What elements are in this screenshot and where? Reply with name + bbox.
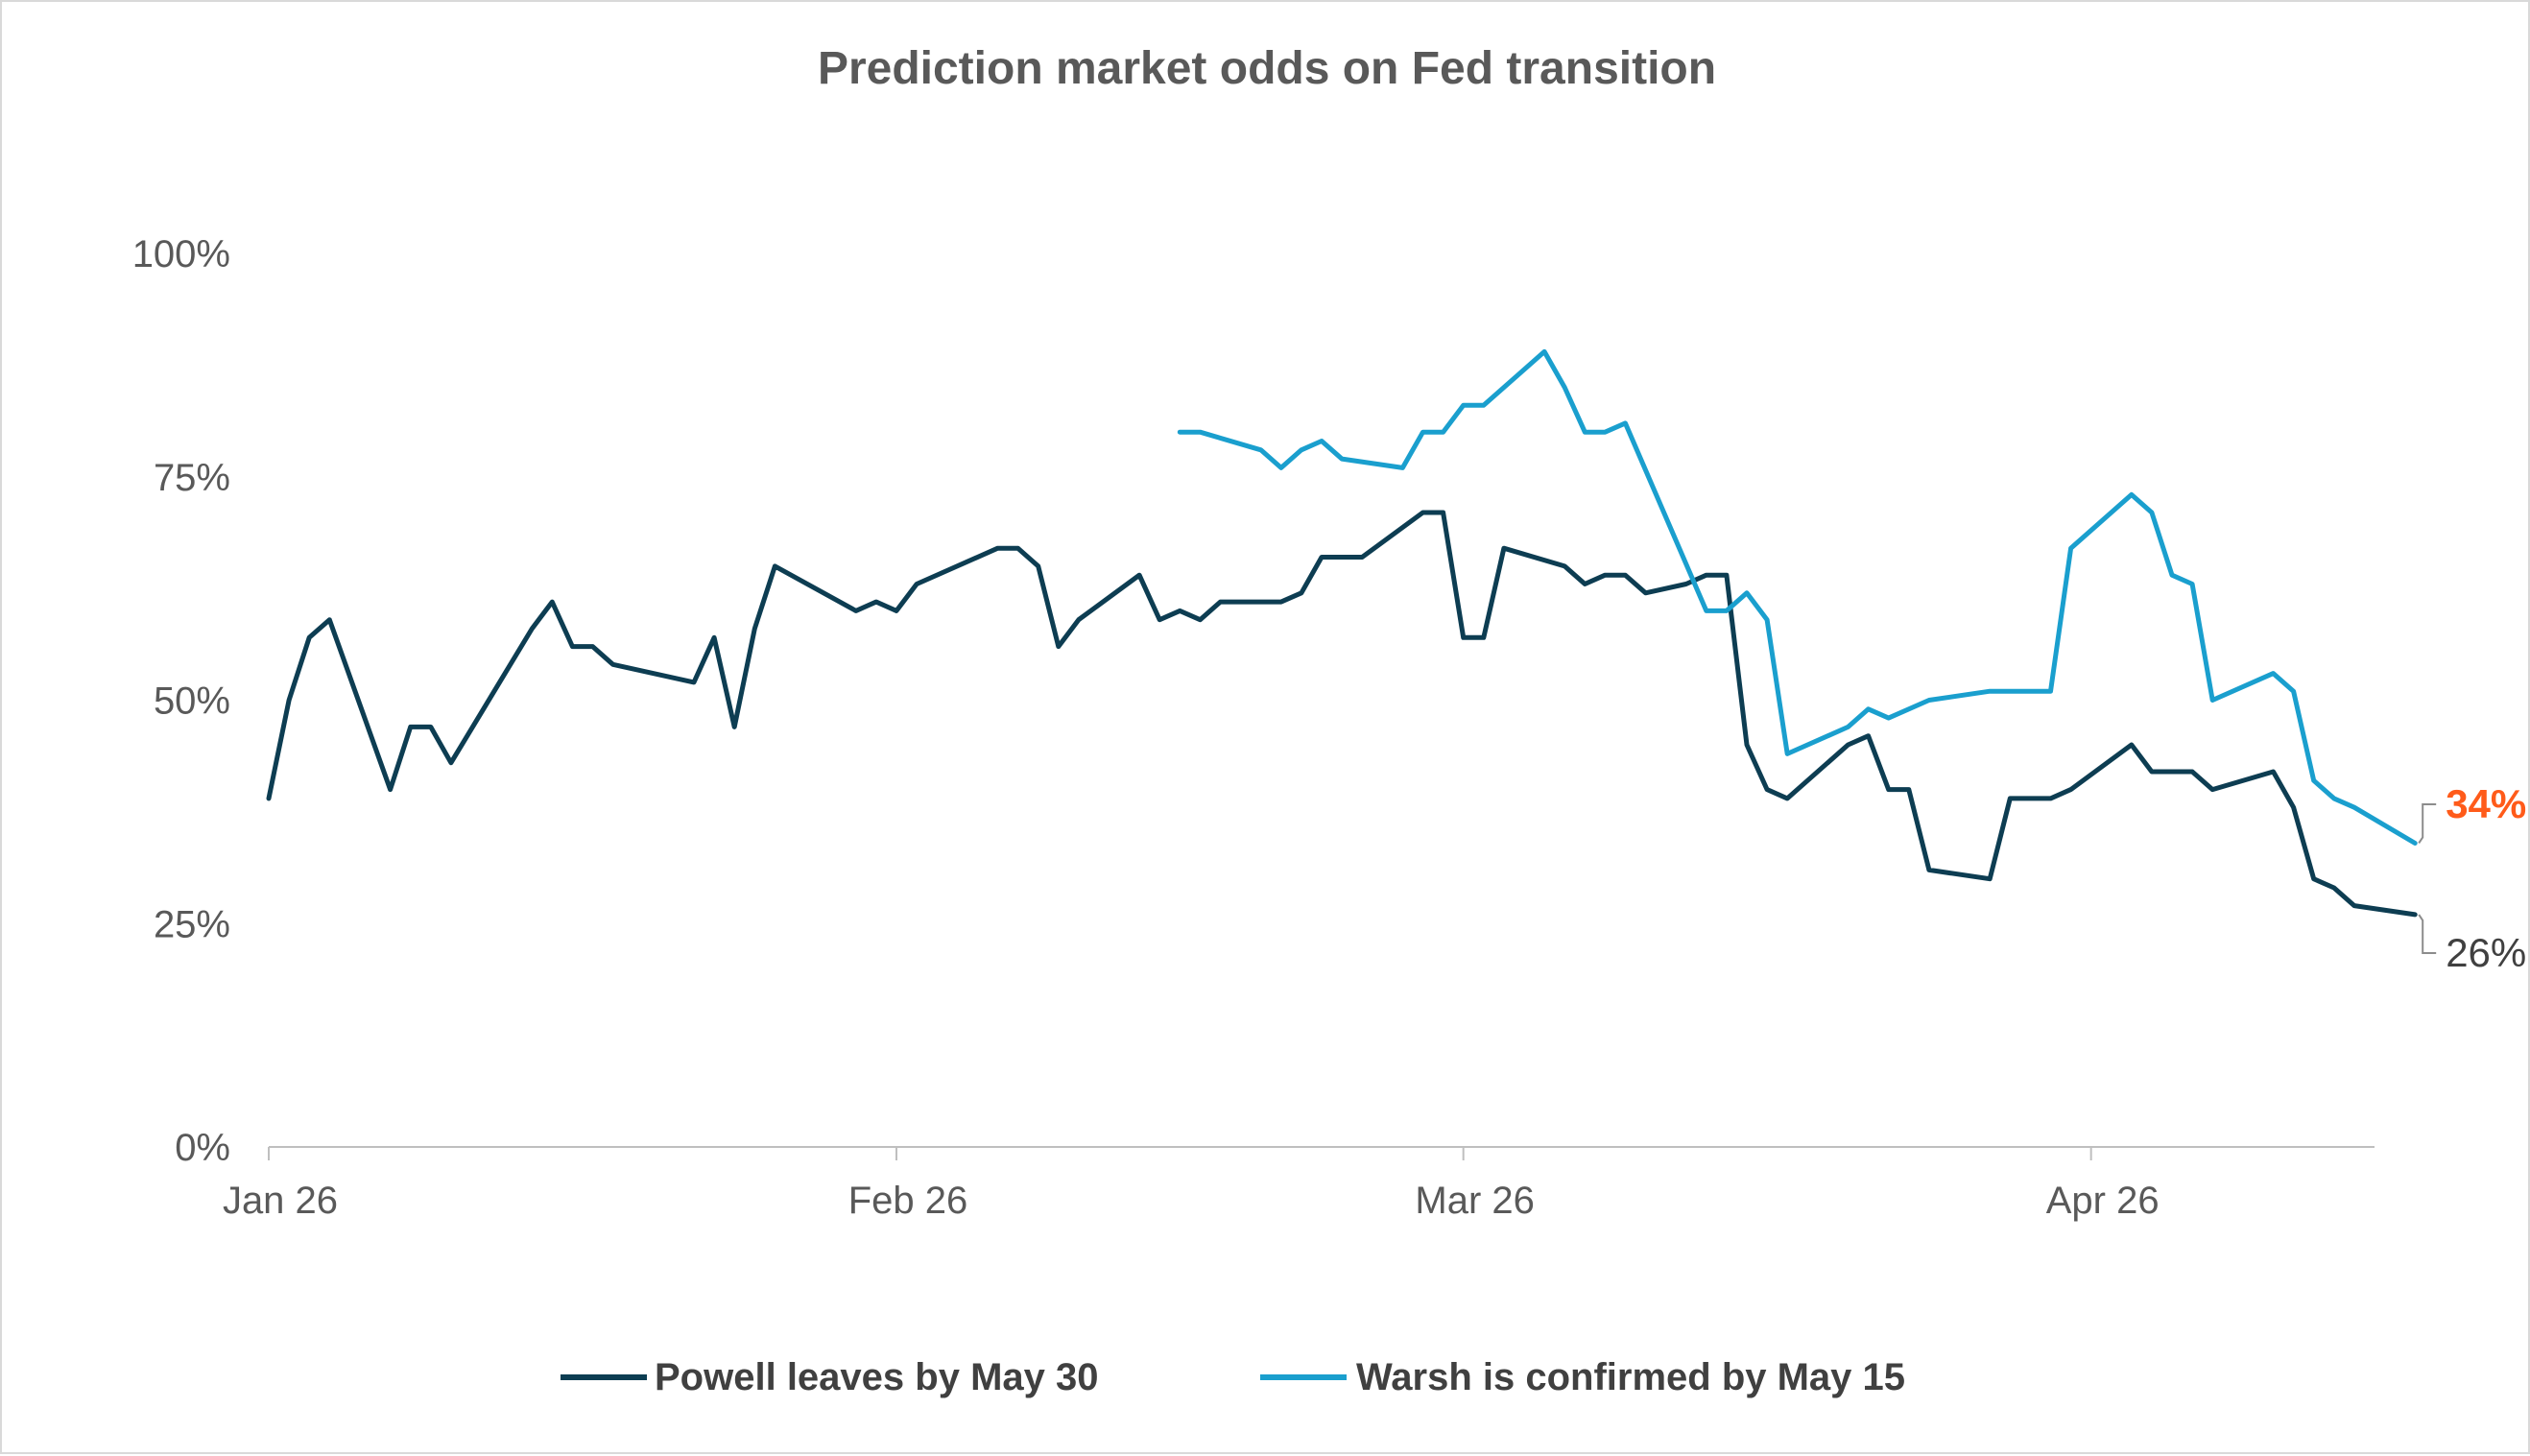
x-tick-label: Mar 26 xyxy=(1415,1180,1535,1222)
x-axis: Jan 26 Feb 26 Mar 26 Apr 26 xyxy=(223,1146,2375,1222)
series-end-label-1: 26% xyxy=(2446,930,2526,975)
series-lines xyxy=(266,348,2418,918)
y-axis-tick-labels: 0% 25% 50% 75% 100% xyxy=(132,233,230,1169)
legend-label-1: Powell leaves by May 30 xyxy=(655,1356,1098,1398)
end-labels: 26% 34% xyxy=(2418,781,2526,975)
y-tick-label: 75% xyxy=(154,457,230,499)
y-tick-label: 100% xyxy=(132,233,230,275)
x-tick-label: Jan 26 xyxy=(223,1180,338,1222)
series-line-1 xyxy=(266,510,2418,918)
legend-label-2: Warsh is confirmed by May 15 xyxy=(1356,1356,1905,1398)
y-tick-label: 25% xyxy=(154,903,230,945)
series-end-label-2: 34% xyxy=(2446,781,2526,826)
x-tick-label: Feb 26 xyxy=(848,1180,968,1222)
end-label-leader xyxy=(2418,803,2437,845)
legend: Powell leaves by May 30 Warsh is confirme… xyxy=(561,1356,1905,1398)
x-tick-label: Apr 26 xyxy=(2046,1180,2160,1222)
series-line-2 xyxy=(1177,348,2418,846)
end-label-leader xyxy=(2418,914,2437,954)
y-tick-label: 0% xyxy=(175,1127,230,1169)
chart-title: Prediction market odds on Fed transition xyxy=(818,43,1716,94)
y-tick-label: 50% xyxy=(154,680,230,723)
